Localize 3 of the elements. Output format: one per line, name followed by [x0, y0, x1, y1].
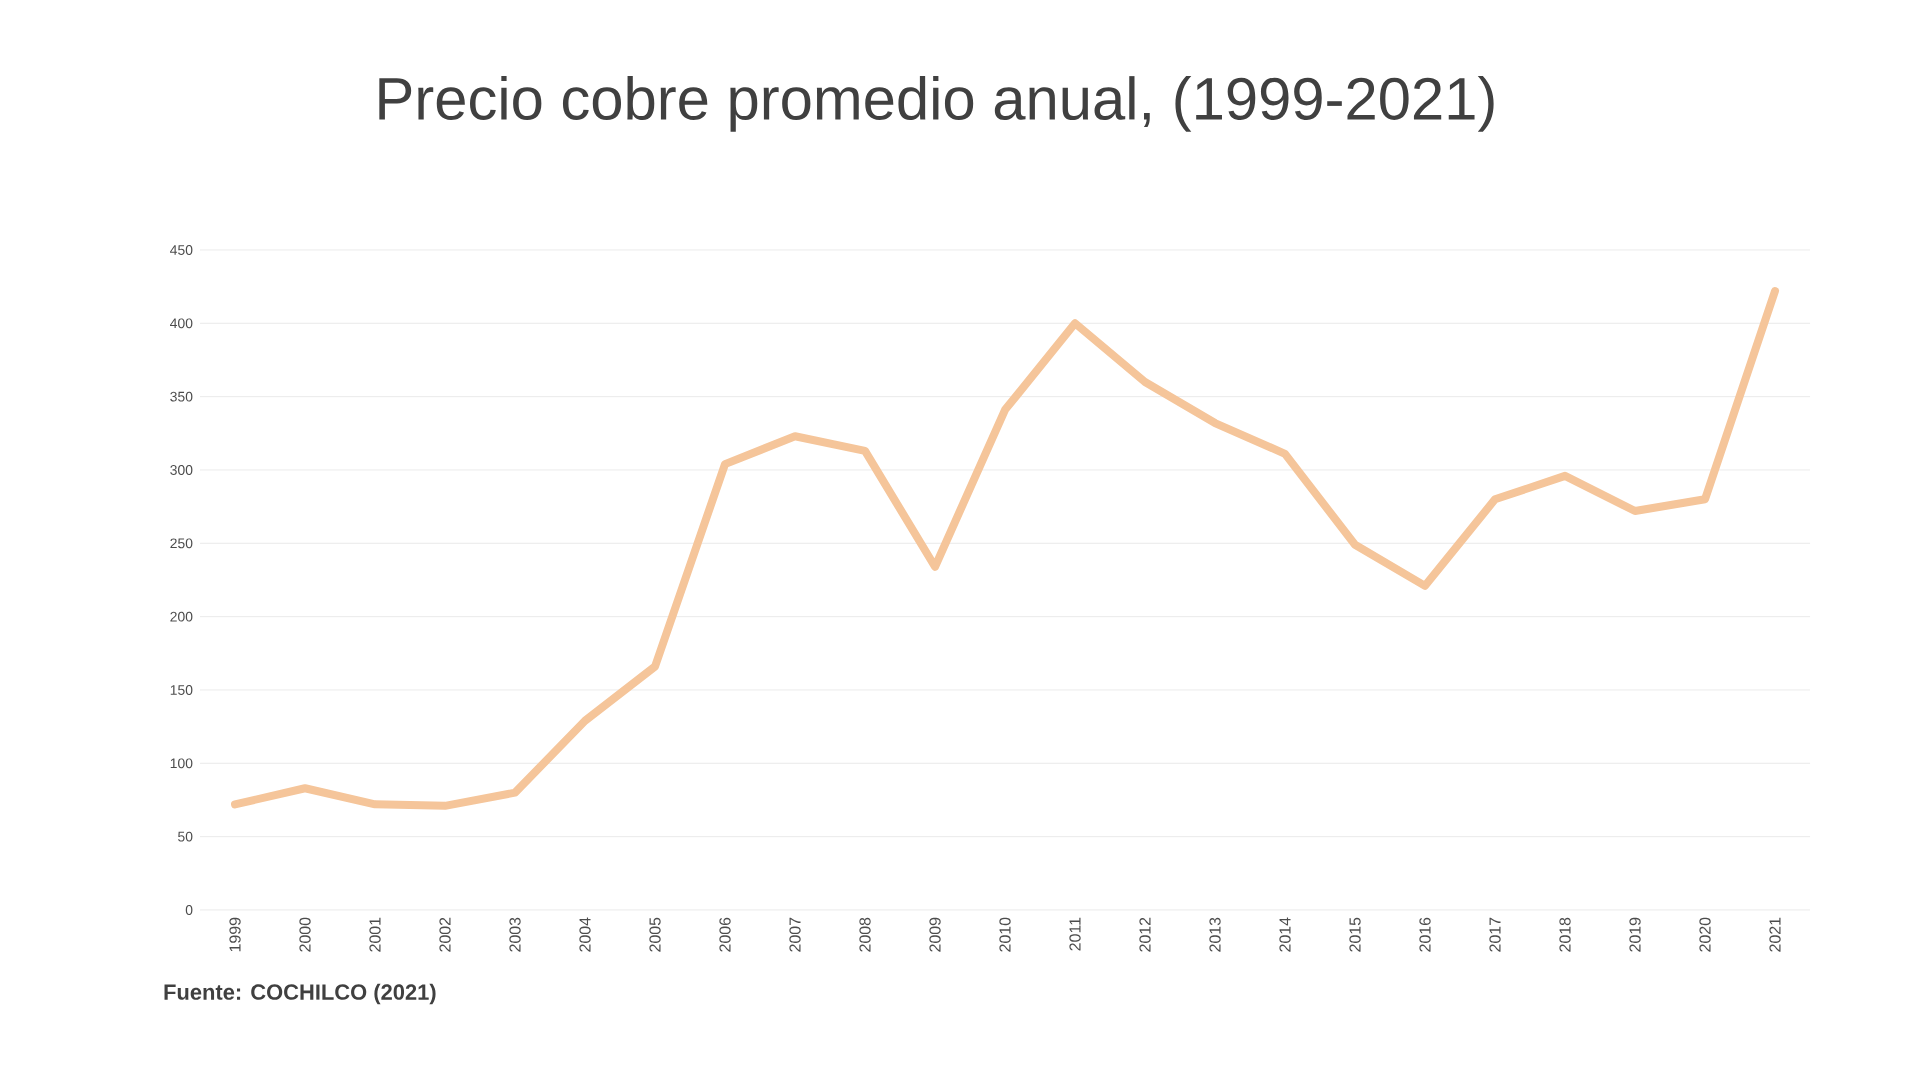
- source-note: Fuente: COCHILCO (2021): [164, 983, 436, 1005]
- chart-title: Precio cobre promedio anual, (1999-2021): [379, 76, 1494, 132]
- line-series: [231, 287, 1780, 810]
